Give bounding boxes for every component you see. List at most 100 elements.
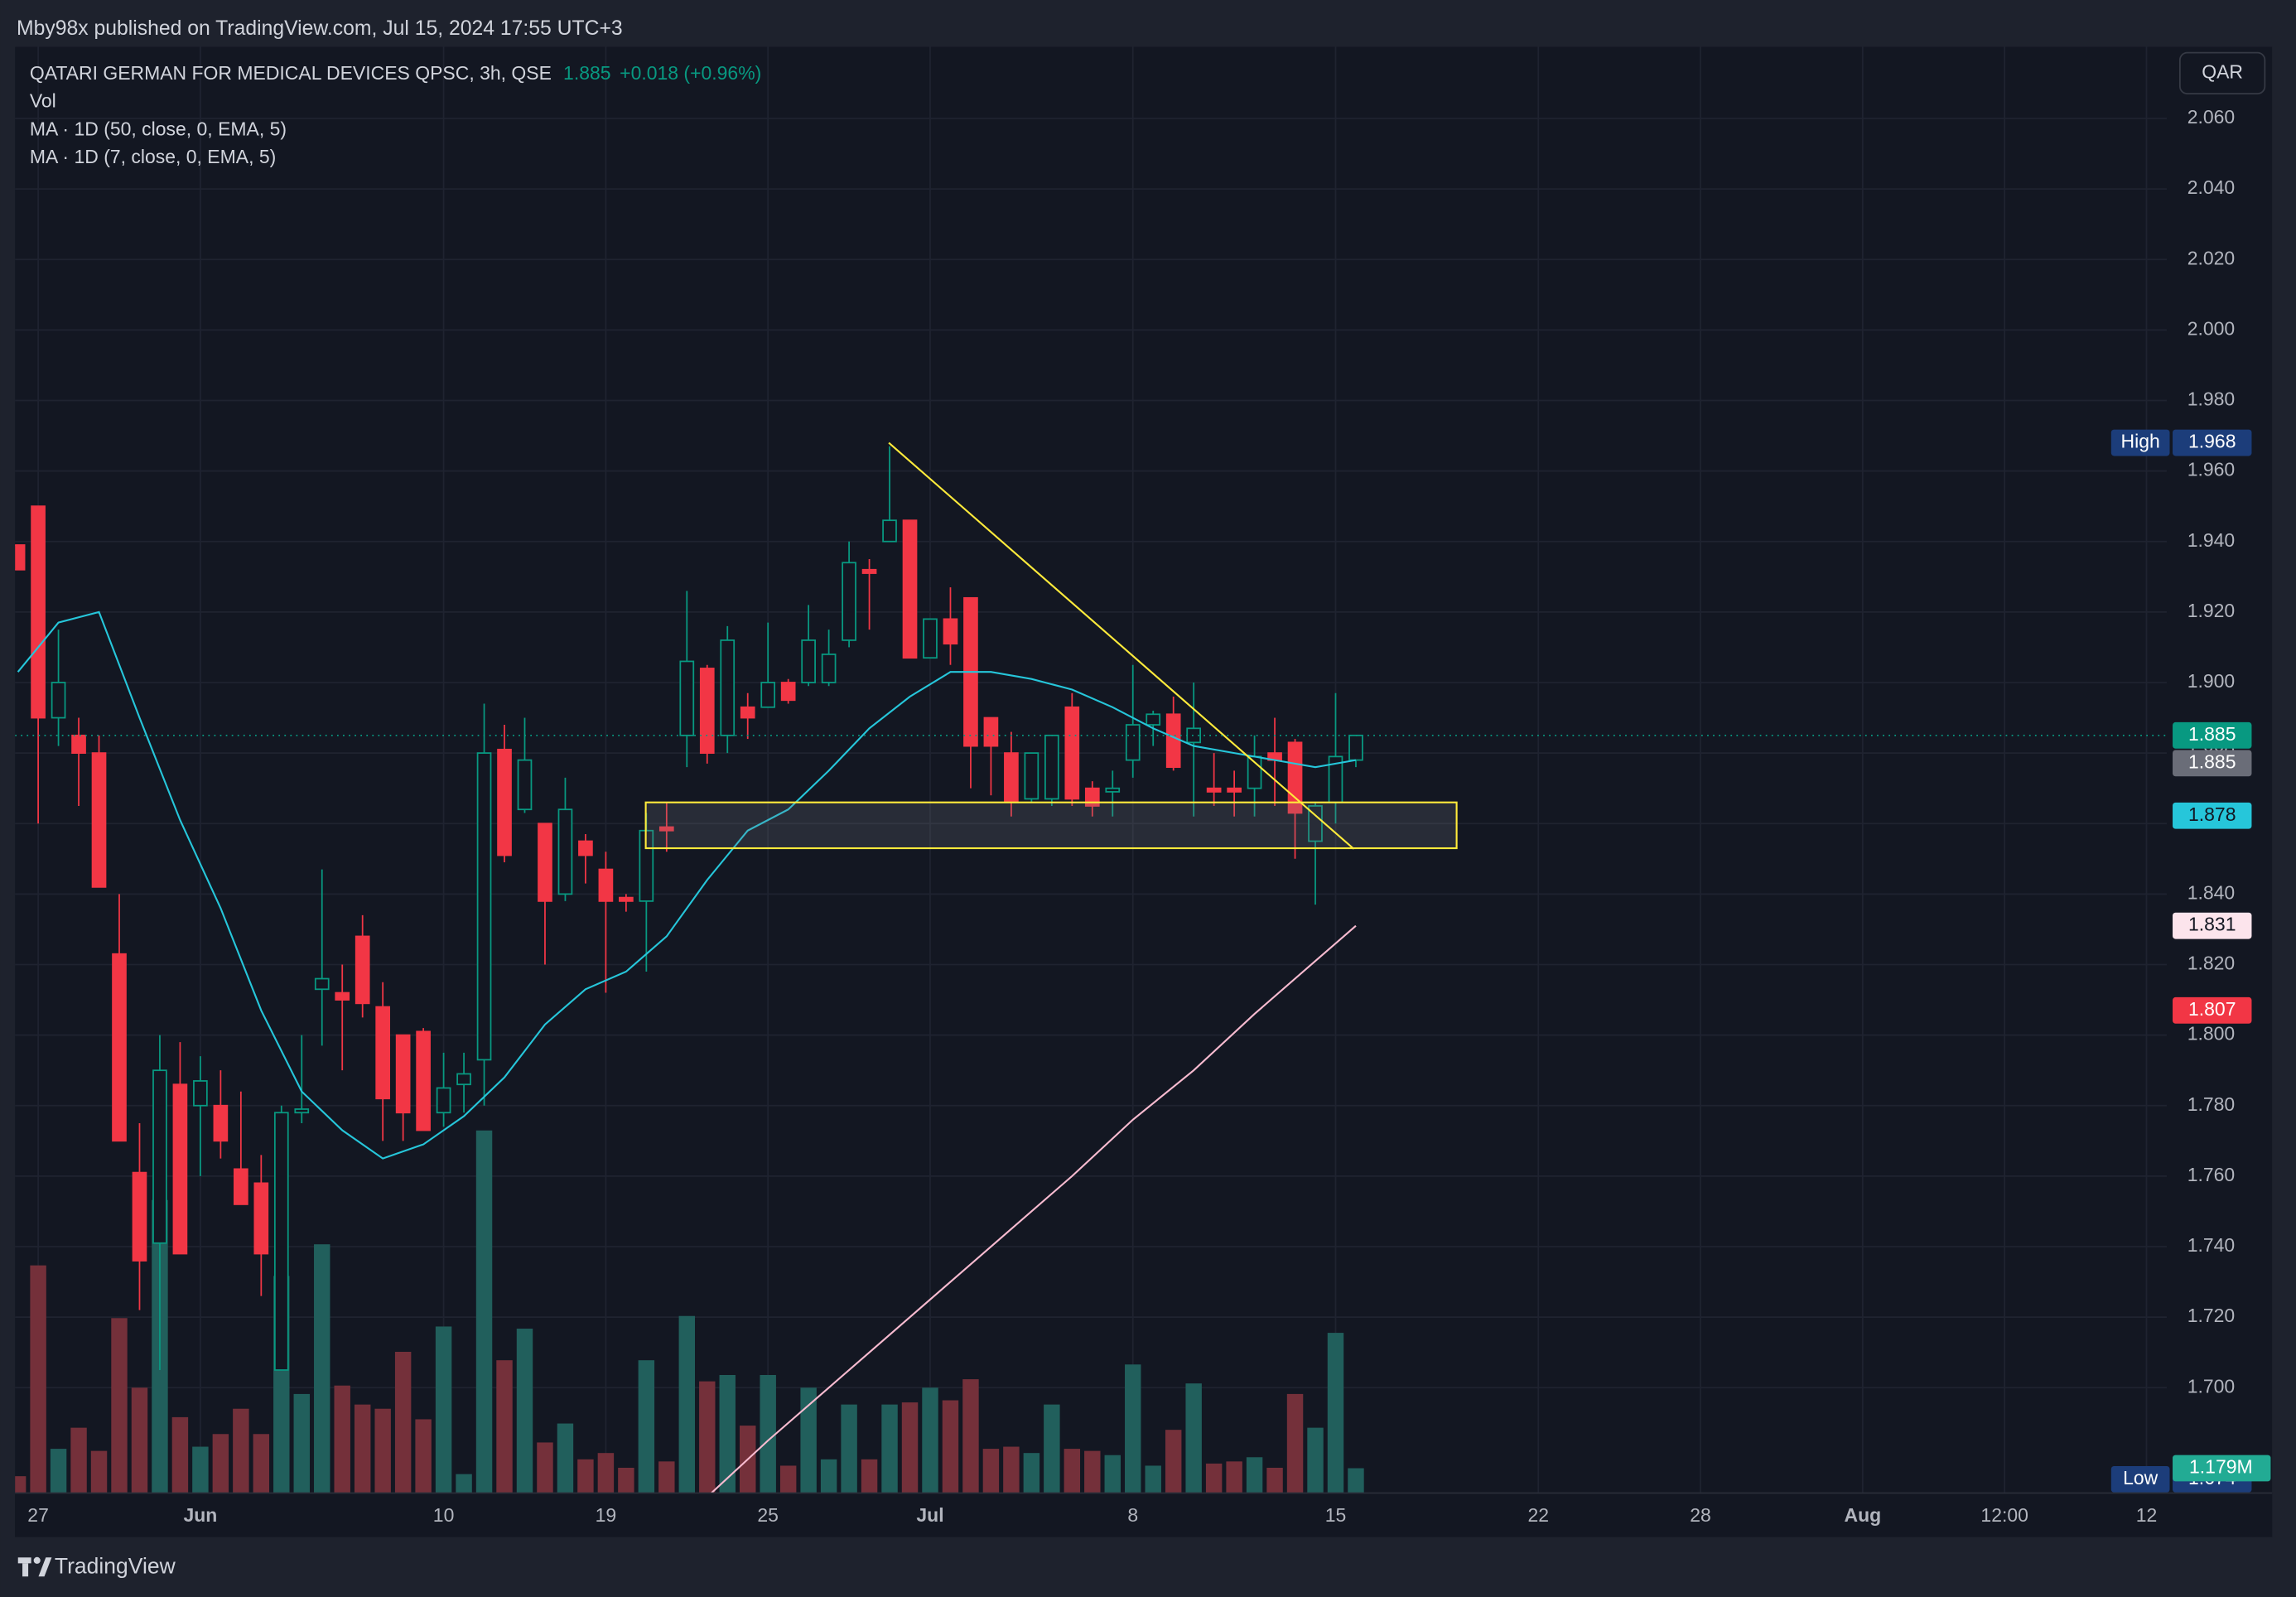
candle-body (780, 682, 796, 702)
candle-body (1146, 713, 1161, 726)
overlays (15, 441, 2167, 1493)
candle-body (538, 823, 552, 902)
volume-bar (1226, 1461, 1242, 1493)
candle-body (294, 1108, 310, 1114)
price-badge-label: 1.831 (2188, 914, 2236, 935)
candle-body (658, 826, 674, 832)
candle-body (699, 668, 715, 754)
y-tick-label: 1.720 (2187, 1305, 2235, 1326)
publisher-line: Mby98x published on TradingView.com, Jul… (17, 17, 623, 40)
support-zone (644, 801, 1458, 850)
volume-bar (334, 1385, 350, 1493)
volume-bar (557, 1423, 574, 1493)
candle-body (436, 1087, 451, 1114)
volume-bar (1165, 1430, 1182, 1493)
volume-bar (618, 1467, 634, 1493)
y-tick-label: 1.760 (2187, 1164, 2235, 1185)
volume-bar (212, 1434, 229, 1493)
volume-bar (1185, 1383, 1202, 1493)
x-tick-label: 12 (2136, 1504, 2158, 1526)
candle-body (861, 568, 877, 574)
volume-bar (1003, 1446, 1020, 1493)
x-tick-label: 22 (1527, 1504, 1549, 1526)
candle-body (842, 562, 856, 641)
candle-body (1024, 752, 1039, 800)
volume-bar (1246, 1457, 1263, 1493)
candle-body (1308, 805, 1323, 842)
candle-body (395, 1034, 411, 1114)
volume-bar (1286, 1393, 1304, 1493)
y-tick-label: 1.920 (2187, 600, 2235, 621)
symbol-title: QATARI GERMAN FOR MEDICAL DEVICES QPSC, … (30, 62, 552, 84)
price-badge-label: 1.968 (2188, 431, 2236, 452)
last-price: 1.885 (563, 62, 610, 84)
candle-body (335, 991, 350, 1001)
volume-bar (111, 1318, 128, 1493)
candle-body (213, 1104, 229, 1142)
candle-body (375, 1006, 391, 1100)
x-tick-label: 19 (596, 1504, 617, 1526)
tradingview-logo (17, 1556, 52, 1577)
x-tick-label: 27 (27, 1504, 49, 1526)
candle-body (416, 1030, 431, 1131)
y-tick-label: 1.820 (2187, 953, 2235, 974)
y-tick-label: 1.780 (2187, 1093, 2235, 1115)
candle-body (760, 682, 776, 708)
candle-body (720, 639, 736, 736)
volume-bar (1064, 1449, 1081, 1493)
volume-bar (171, 1416, 189, 1493)
volume-bar (1307, 1427, 1324, 1493)
price-badge (2173, 802, 2252, 829)
volume-bar (1044, 1404, 1060, 1493)
candle-body (193, 1080, 208, 1107)
x-tick-label: Aug (1845, 1504, 1882, 1526)
y-tick-label: 1.960 (2187, 459, 2235, 480)
x-tick-label: 12:00 (1980, 1504, 2028, 1526)
candle-body (923, 618, 938, 659)
candle-body (91, 752, 107, 888)
candle-body (821, 654, 837, 683)
volume-bar (374, 1408, 391, 1493)
candle-body (557, 808, 573, 895)
chart-pane (15, 46, 2273, 1537)
volume-bar (962, 1379, 979, 1493)
volume-bar (901, 1402, 919, 1493)
volume-bar (131, 1387, 148, 1493)
candle-body (31, 505, 46, 719)
volume-badge (2173, 1455, 2271, 1482)
price-badge (2173, 750, 2252, 777)
volume-bar (942, 1400, 959, 1493)
volume-bar (1125, 1364, 1141, 1493)
volume-bar (597, 1453, 615, 1493)
x-tick-label: 8 (1127, 1504, 1138, 1526)
candle-body (273, 1112, 289, 1371)
volume-bar (435, 1326, 452, 1493)
volume-bar (496, 1360, 513, 1493)
volume-bar (1084, 1450, 1101, 1493)
candle-body (456, 1073, 471, 1086)
currency-label[interactable]: QAR (2202, 60, 2243, 82)
candle-body (1206, 787, 1222, 793)
candle-body (234, 1168, 248, 1205)
currency-button[interactable] (2178, 51, 2266, 94)
volume-bar (678, 1315, 696, 1493)
price-badge (2173, 721, 2252, 749)
volume-bar (516, 1329, 533, 1493)
candle-body (1004, 752, 1019, 803)
y-tick-label: 1.740 (2187, 1234, 2235, 1256)
candle-body (172, 1083, 188, 1255)
price-badge (2173, 912, 2252, 939)
volume-bar (719, 1375, 736, 1493)
volume-bar (415, 1419, 432, 1493)
candle-body (578, 840, 593, 856)
volume-bar (475, 1130, 493, 1493)
candle-body (882, 519, 897, 543)
candle-body (1165, 713, 1181, 769)
price-axis: 1.700 1.720 1.740 1.760 1.780 1.800 1.820 1.840… (2110, 106, 2271, 1493)
badge-tag (2110, 1466, 2170, 1493)
price-badge (2173, 429, 2252, 456)
volume-bar (658, 1461, 675, 1493)
candle-body (314, 977, 330, 991)
candle-body (355, 935, 370, 1005)
volume-bar (537, 1442, 553, 1493)
